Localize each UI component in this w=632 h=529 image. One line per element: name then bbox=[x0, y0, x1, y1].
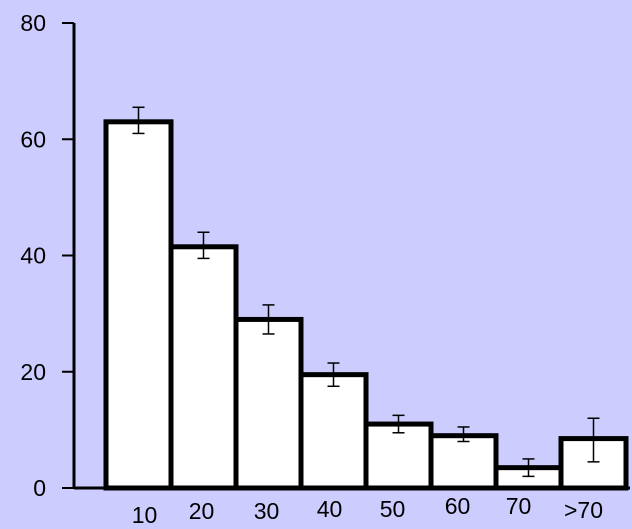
error-bar bbox=[262, 304, 275, 335]
x-tick-label: 10 bbox=[132, 502, 158, 528]
bar-10 bbox=[103, 119, 174, 491]
bar-20 bbox=[168, 244, 239, 491]
y-tick-label: 40 bbox=[20, 243, 46, 269]
y-tick-label: 20 bbox=[20, 359, 46, 385]
bar-40 bbox=[298, 372, 369, 491]
y-tick-label: 60 bbox=[20, 126, 46, 152]
error-bars-layer bbox=[132, 106, 600, 478]
x-tick-label: >70 bbox=[564, 497, 603, 523]
x-tick-label: 20 bbox=[189, 498, 215, 524]
error-bar bbox=[392, 414, 405, 434]
bar-30 bbox=[233, 316, 304, 491]
x-tick-label: 70 bbox=[506, 493, 532, 519]
y-tick-label: 0 bbox=[33, 475, 46, 501]
x-tick-label: 30 bbox=[254, 498, 280, 524]
y-tick-label: 80 bbox=[20, 10, 46, 36]
error-bar bbox=[327, 362, 340, 388]
bar-60 bbox=[428, 433, 499, 491]
y-axis: 0 20 40 60 80 bbox=[20, 10, 630, 501]
error-bar bbox=[197, 231, 210, 260]
x-axis-labels: 10 20 30 40 50 60 70 >70 bbox=[132, 493, 603, 528]
error-bar bbox=[457, 426, 470, 443]
bar-50 bbox=[363, 421, 434, 491]
bars-layer bbox=[103, 119, 629, 491]
x-tick-label: 60 bbox=[445, 493, 471, 519]
error-bar bbox=[587, 417, 600, 463]
x-tick-label: 50 bbox=[380, 496, 406, 522]
x-tick-label: 40 bbox=[317, 496, 343, 522]
error-bar bbox=[522, 458, 535, 478]
error-bar bbox=[132, 106, 145, 135]
